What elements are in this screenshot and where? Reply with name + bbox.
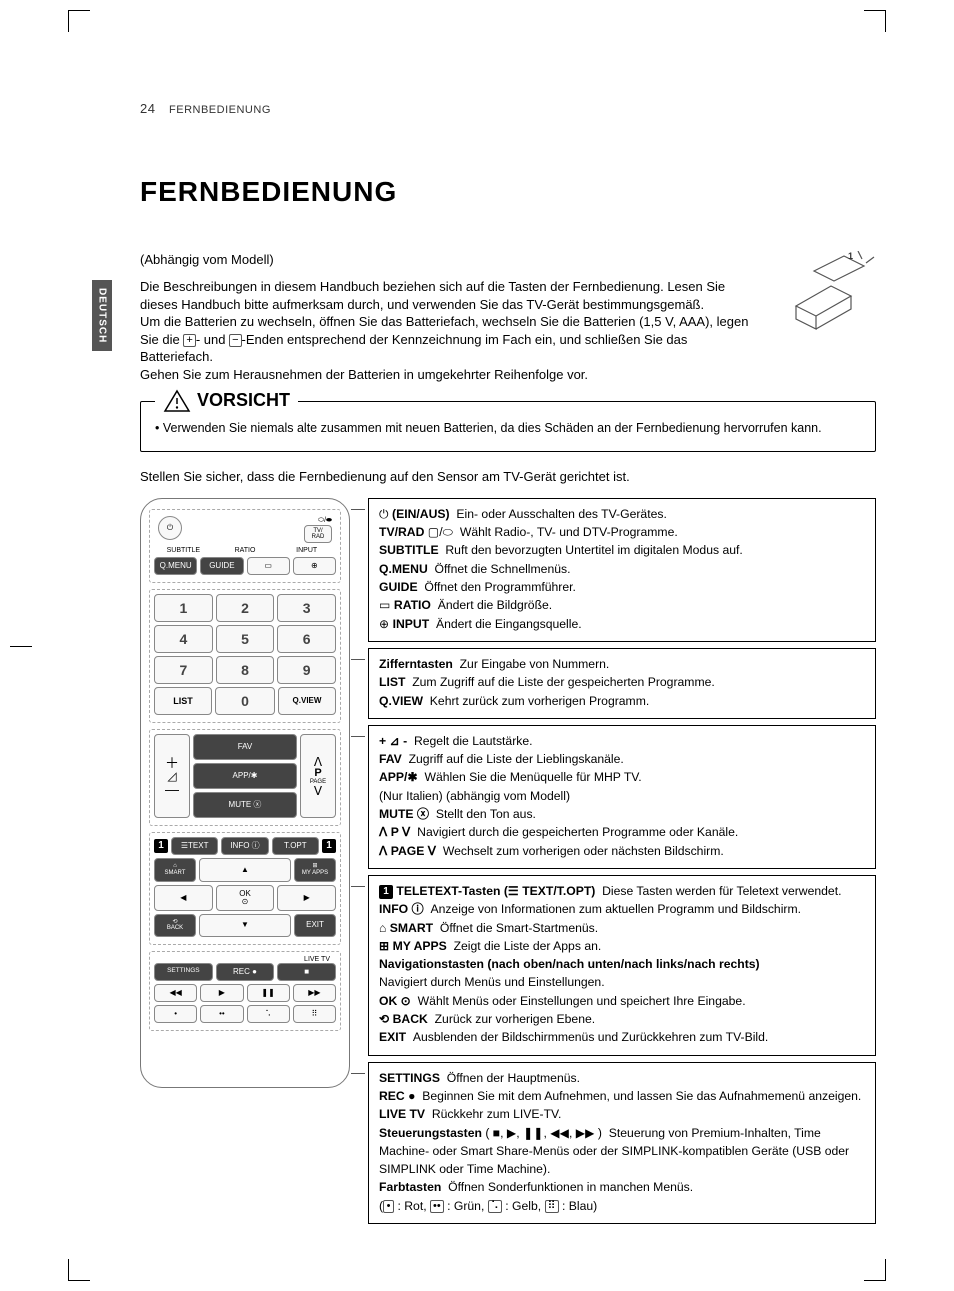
- input-button: ⊕: [293, 557, 336, 575]
- sensor-note: Stellen Sie sicher, dass die Fernbedienu…: [140, 468, 876, 486]
- num-2: 2: [216, 594, 275, 622]
- app-button: APP/✱: [193, 763, 297, 789]
- smart-button: ⌂ SMART: [154, 858, 196, 881]
- language-tab: DEUTSCH: [92, 280, 112, 351]
- nav-up: ▲: [199, 858, 291, 881]
- text-button: ☰TEXT: [171, 837, 218, 855]
- page-title: FERNBEDIENUNG: [140, 173, 876, 211]
- pause-button: ❚❚: [247, 984, 290, 1002]
- callout-1-right: 1: [322, 839, 336, 853]
- num-4: 4: [154, 625, 213, 653]
- intro-p1: Die Beschreibungen in diesem Handbuch be…: [140, 278, 756, 313]
- info-button: INFO ⓘ: [221, 837, 268, 855]
- page-header: 24 FERNBEDIENUNG: [140, 100, 876, 118]
- battery-illustration: 1: [766, 251, 876, 341]
- svg-text:1: 1: [848, 251, 853, 261]
- intro-depends: (Abhängig vom Modell): [140, 251, 756, 269]
- qview-button: Q.VIEW: [278, 687, 336, 715]
- caution-box: VORSICHT • Verwenden Sie niemals alte zu…: [140, 401, 876, 452]
- stop-button: ■: [277, 963, 336, 981]
- desc-block-2: Zifferntasten Zur Eingabe von Nummern. L…: [368, 648, 876, 719]
- guide-button: GUIDE: [200, 557, 243, 575]
- desc-block-5: SETTINGS Öffnen der Hauptmenüs. REC ● Be…: [368, 1062, 876, 1224]
- page-rocker: ꓥPPAGEꓦ: [300, 734, 336, 818]
- num-1: 1: [154, 594, 213, 622]
- nav-right: ▶: [277, 885, 336, 911]
- color-yellow: ⠡: [247, 1005, 290, 1023]
- nav-left: ◀: [154, 885, 213, 911]
- caution-bullet: Verwenden Sie niemals alte zusammen mit …: [163, 421, 822, 435]
- list-button: LIST: [154, 687, 212, 715]
- settings-button: SETTINGS: [154, 963, 213, 981]
- num-5: 5: [216, 625, 275, 653]
- power-button: ⏻: [158, 516, 182, 540]
- color-green: ••: [200, 1005, 243, 1023]
- color-blue: ⠿: [293, 1005, 336, 1023]
- ok-button: OK ⊙: [216, 885, 275, 911]
- page-section: FERNBEDIENUNG: [169, 104, 271, 116]
- num-8: 8: [216, 656, 275, 684]
- intro-p2: Um die Batterien zu wechseln, öffnen Sie…: [140, 313, 756, 366]
- ffwd-button: ▶▶: [293, 984, 336, 1002]
- rec-button: REC ●: [216, 963, 275, 981]
- callout-1-left: 1: [154, 839, 168, 853]
- warning-icon: [163, 389, 191, 413]
- page-number: 24: [140, 101, 155, 116]
- topt-button: T.OPT: [272, 837, 319, 855]
- intro-p3: Gehen Sie zum Herausnehmen der Batterien…: [140, 366, 756, 384]
- desc-block-3: + ⊿ - Regelt die Lautstärke. FAV Zugriff…: [368, 725, 876, 869]
- exit-button: EXIT: [294, 914, 336, 937]
- color-red: •: [154, 1005, 197, 1023]
- desc-block-4: 1 TELETEXT-Tasten (☰ TEXT/T.OPT) Diese T…: [368, 875, 876, 1056]
- tv-rad-button: TV/ RAD: [304, 525, 332, 543]
- rewind-button: ◀◀: [154, 984, 197, 1002]
- num-9: 9: [277, 656, 336, 684]
- desc-block-1: ⏻ (EIN/AUS) Ein- oder Ausschalten des TV…: [368, 498, 876, 642]
- nav-down: ▼: [199, 914, 291, 937]
- remote-illustration: ⏻ ⬭/⬬ TV/ RAD SUBTITLE RATIO INPUT Q.MEN…: [140, 498, 350, 1088]
- num-3: 3: [277, 594, 336, 622]
- play-button: ▶: [200, 984, 243, 1002]
- caution-title: VORSICHT: [155, 388, 298, 412]
- volume-rocker: ＋◿—: [154, 734, 190, 818]
- mute-button: MUTE ⓧ: [193, 792, 297, 818]
- fav-button: FAV: [193, 734, 297, 760]
- num-7: 7: [154, 656, 213, 684]
- ratio-button: ▭: [247, 557, 290, 575]
- num-6: 6: [277, 625, 336, 653]
- myapps-button: ⊞ MY APPS: [294, 858, 336, 881]
- back-button: ⟲ BACK: [154, 914, 196, 937]
- num-0: 0: [215, 687, 275, 715]
- qmenu-button: Q.MENU: [154, 557, 197, 575]
